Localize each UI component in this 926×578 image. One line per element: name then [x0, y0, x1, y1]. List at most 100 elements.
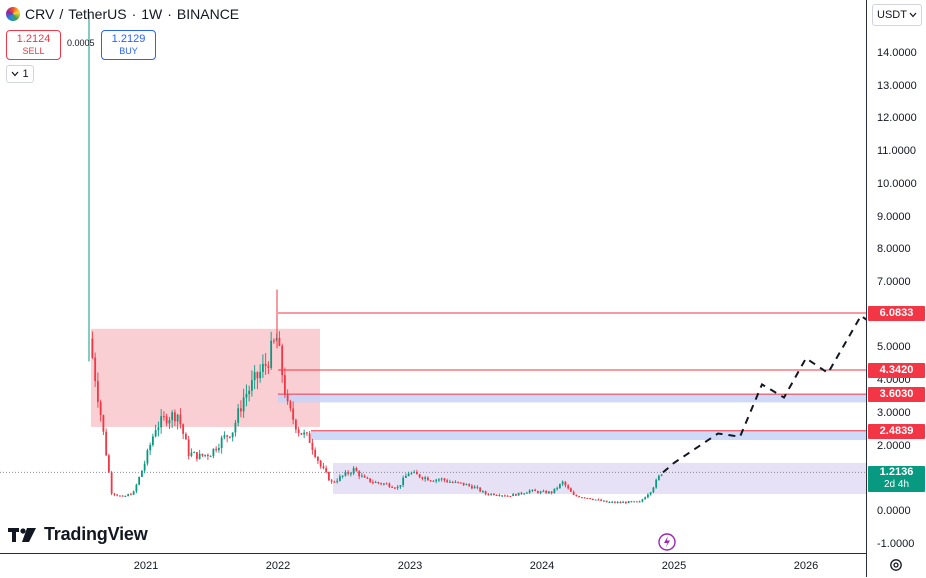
separator-dot: · — [167, 6, 172, 22]
candle-body — [212, 448, 215, 457]
chart-canvas[interactable]: CRV / TetherUS · 1W · BINANCE 1.2124 SEL… — [0, 0, 866, 553]
candle-body — [545, 491, 548, 494]
candle-body — [220, 437, 223, 449]
candle-body — [460, 482, 462, 484]
candle-body — [385, 483, 388, 485]
lightning-bolt-icon — [664, 536, 670, 548]
projection-path[interactable] — [662, 314, 866, 474]
price-level-tag[interactable]: 3.6030 — [868, 387, 925, 403]
tradingview-logo[interactable]: TradingView — [8, 524, 148, 545]
candle-body — [143, 463, 146, 471]
candle-body — [550, 491, 553, 494]
candle-body — [407, 473, 410, 477]
sell-button[interactable]: 1.2124 SELL — [6, 30, 61, 60]
candle-body — [116, 494, 119, 496]
price-tick-label: 10.0000 — [877, 177, 917, 190]
buy-price: 1.2129 — [111, 33, 146, 45]
currency-selector[interactable]: USDT — [872, 4, 922, 26]
price-level-tag[interactable]: 2.4839 — [868, 423, 925, 439]
candle-body — [127, 494, 130, 496]
candle-body — [561, 481, 564, 485]
price-tick-label: 12.0000 — [877, 112, 917, 125]
spread-value: 0.0005 — [67, 38, 95, 48]
candle-body — [363, 475, 366, 478]
chevron-down-icon — [909, 12, 917, 18]
time-axis[interactable]: 2021 2022 2023 2024 2025 2026 — [0, 553, 866, 578]
range-zone[interactable] — [333, 462, 866, 495]
candle-body — [297, 429, 300, 434]
interval-label[interactable]: 1W — [141, 6, 163, 22]
gear-icon[interactable] — [888, 557, 904, 573]
candle-body — [493, 493, 495, 496]
candle-body — [240, 408, 242, 412]
candle-body — [633, 501, 636, 503]
candle-body — [94, 357, 97, 382]
symbol-header[interactable]: CRV / TetherUS · 1W · BINANCE — [6, 6, 239, 22]
price-tick-label: -1.0000 — [877, 537, 915, 550]
price-tick-label: 0.0000 — [877, 505, 911, 517]
candle-body — [146, 450, 149, 464]
candle-body — [413, 472, 416, 474]
demand-zone[interactable] — [278, 394, 866, 403]
candle-body — [438, 479, 440, 481]
candle-body — [429, 480, 432, 482]
candle-body — [182, 424, 185, 434]
candle-body — [625, 501, 627, 504]
candle-body — [108, 455, 110, 473]
candle-body — [627, 501, 630, 504]
candle-body — [270, 340, 273, 368]
symbol-name[interactable]: CRV — [25, 6, 55, 22]
candle-body — [344, 471, 347, 476]
price-tick-label: 7.0000 — [877, 276, 911, 288]
candle-body — [190, 452, 193, 456]
candle-body — [462, 482, 465, 486]
candle-body — [237, 408, 240, 423]
curve-logo-icon — [6, 7, 20, 21]
price-tick-label: 9.0000 — [877, 210, 911, 223]
candle-body — [589, 498, 592, 500]
indicators-toggle-button[interactable]: 1 — [6, 65, 34, 83]
candle-body — [399, 485, 402, 487]
price-chart[interactable] — [0, 0, 866, 553]
candle-body — [435, 479, 438, 482]
candle-body — [193, 452, 196, 454]
candle-body — [218, 448, 220, 451]
candle-body — [660, 474, 663, 476]
price-axis[interactable]: USDT 14.0000 13.0000 12.0000 11.0000 10.0000… — [866, 0, 926, 577]
candle-body — [515, 493, 517, 496]
candle-body — [449, 481, 451, 483]
buy-button[interactable]: 1.2129 BUY — [101, 30, 156, 60]
symbol-separator: / — [59, 6, 64, 22]
candle-body — [160, 416, 163, 428]
candle-body — [424, 477, 427, 480]
price-level-tag[interactable]: 6.0833 — [868, 305, 925, 321]
candle-body — [509, 495, 512, 497]
sell-price: 1.2124 — [16, 33, 51, 45]
candle-body — [394, 487, 396, 489]
candle-body — [314, 449, 317, 457]
candle-body — [572, 491, 575, 495]
candle-body — [171, 412, 174, 421]
price-level-tag[interactable]: 4.3420 — [868, 362, 925, 378]
candle-body — [380, 483, 383, 485]
exchange-name: BINANCE — [176, 6, 240, 22]
demand-zone[interactable] — [311, 430, 866, 441]
candle-body — [204, 454, 207, 456]
candle-body — [608, 501, 611, 503]
current-price-tag[interactable]: 1.2136 2d 4h — [868, 466, 925, 493]
candle-body — [102, 415, 105, 432]
time-tick-label: 2024 — [529, 560, 555, 572]
candle-body — [644, 497, 647, 500]
buy-label: BUY — [119, 46, 138, 56]
candle-body — [319, 460, 322, 467]
candle-body — [352, 468, 355, 474]
price-tick-label: 8.0000 — [877, 243, 911, 256]
candle-body — [553, 488, 556, 494]
candle-body — [564, 481, 567, 486]
candle-body — [468, 484, 471, 486]
candle-body — [476, 486, 479, 488]
price-tick-label: 14.0000 — [877, 47, 917, 59]
candle-body — [396, 486, 399, 489]
candle-body — [597, 499, 600, 501]
candle-body — [484, 491, 487, 495]
